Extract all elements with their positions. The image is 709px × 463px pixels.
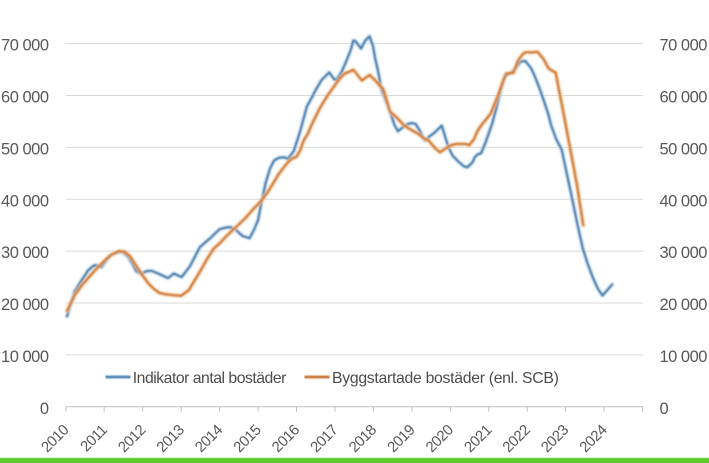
svg-text:10 000: 10 000 xyxy=(1,348,49,366)
svg-text:10 000: 10 000 xyxy=(660,348,708,366)
svg-text:60 000: 60 000 xyxy=(1,89,49,107)
svg-text:20 000: 20 000 xyxy=(660,296,708,314)
svg-text:60 000: 60 000 xyxy=(660,89,708,107)
svg-text:30 000: 30 000 xyxy=(660,244,708,262)
svg-text:Byggstartade bostäder (enl. SC: Byggstartade bostäder (enl. SCB) xyxy=(332,370,559,387)
svg-text:70 000: 70 000 xyxy=(660,37,708,55)
svg-text:Indikator antal bostäder: Indikator antal bostäder xyxy=(133,370,286,387)
svg-text:0: 0 xyxy=(40,400,49,418)
svg-text:20 000: 20 000 xyxy=(1,296,49,314)
svg-text:40 000: 40 000 xyxy=(660,192,708,210)
svg-text:70 000: 70 000 xyxy=(1,37,49,55)
svg-text:50 000: 50 000 xyxy=(660,140,708,158)
svg-text:0: 0 xyxy=(660,400,669,418)
svg-text:30 000: 30 000 xyxy=(1,244,49,262)
svg-text:40 000: 40 000 xyxy=(1,192,49,210)
svg-text:50 000: 50 000 xyxy=(1,140,49,158)
